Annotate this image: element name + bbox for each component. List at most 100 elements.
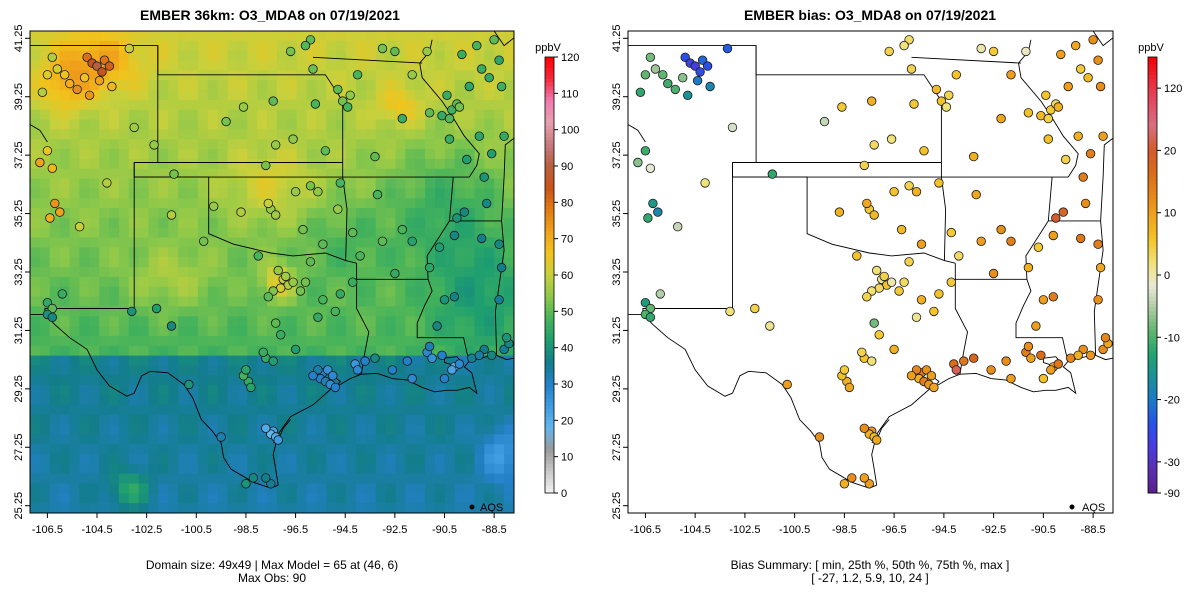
colorbar-swatch bbox=[545, 129, 554, 134]
model-grid-cell bbox=[168, 345, 179, 357]
model-grid-cell bbox=[316, 90, 327, 101]
model-grid-cell bbox=[395, 276, 406, 288]
model-grid-cell bbox=[425, 424, 436, 435]
model-grid-cell bbox=[385, 394, 397, 406]
colorbar-swatch bbox=[545, 413, 554, 418]
model-grid-cell bbox=[326, 149, 337, 160]
model-grid-cell bbox=[434, 168, 446, 180]
colorbar-swatch bbox=[545, 354, 554, 360]
model-grid-cell bbox=[474, 99, 485, 111]
model-grid-cell bbox=[434, 326, 446, 337]
colorbar-swatch bbox=[1148, 416, 1157, 421]
model-grid-cell bbox=[296, 473, 308, 485]
model-grid-cell bbox=[89, 158, 100, 170]
model-grid-cell bbox=[286, 119, 298, 130]
aqs-legend-label: AQS bbox=[1082, 502, 1105, 514]
model-grid-cell bbox=[227, 453, 239, 465]
model-grid-cell bbox=[158, 335, 169, 347]
model-grid-cell bbox=[138, 237, 150, 249]
model-grid-cell bbox=[385, 404, 397, 416]
model-grid-cell bbox=[454, 345, 466, 357]
model-grid-cell bbox=[247, 60, 258, 71]
model-grid-cell bbox=[118, 70, 130, 81]
colorbar-swatch bbox=[1148, 304, 1157, 309]
model-grid-cell bbox=[504, 31, 514, 42]
colorbar-swatch bbox=[545, 311, 554, 316]
model-grid-cell bbox=[395, 463, 406, 475]
model-grid-cell bbox=[346, 208, 357, 219]
model-grid-cell bbox=[257, 493, 268, 504]
model-grid-cell bbox=[59, 375, 71, 386]
colorbar-swatch bbox=[545, 423, 554, 429]
model-grid-cell bbox=[484, 326, 495, 337]
model-grid-cell bbox=[306, 119, 318, 130]
model-grid-cell bbox=[306, 109, 318, 121]
model-grid-cell bbox=[39, 267, 51, 278]
model-grid-cell bbox=[326, 394, 337, 406]
model-grid-cell bbox=[474, 109, 485, 121]
model-grid-cell bbox=[197, 109, 209, 121]
model-grid-cell bbox=[365, 355, 377, 367]
model-grid-cell bbox=[346, 375, 357, 386]
model-grid-cell bbox=[316, 40, 327, 52]
model-grid-cell bbox=[296, 306, 308, 317]
colorbar-swatch bbox=[545, 140, 554, 145]
model-grid-cell bbox=[148, 473, 160, 485]
model-grid-cell bbox=[39, 188, 51, 199]
model-grid-cell bbox=[484, 414, 495, 426]
model-grid-cell bbox=[207, 90, 219, 101]
state-boundary-line bbox=[732, 45, 1069, 178]
model-grid-cell bbox=[59, 355, 71, 367]
model-grid-cell bbox=[79, 345, 90, 357]
model-grid-cell bbox=[365, 109, 377, 121]
model-grid-cell bbox=[49, 208, 61, 219]
model-grid-cell bbox=[504, 276, 514, 288]
model-grid-cell bbox=[415, 178, 426, 189]
aqs-station-marker bbox=[839, 365, 850, 375]
colorbar-swatch bbox=[545, 463, 554, 469]
aqs-station-marker bbox=[645, 312, 656, 323]
model-grid-cell bbox=[405, 217, 416, 229]
model-grid-cell bbox=[138, 375, 150, 386]
model-grid-cell bbox=[454, 40, 466, 52]
model-grid-cell bbox=[49, 414, 61, 426]
state-boundary-line bbox=[1100, 137, 1113, 221]
longitude-tick-label: -92.5 bbox=[981, 524, 1006, 536]
colorbar-swatch bbox=[1148, 384, 1157, 389]
model-grid-cell bbox=[257, 129, 268, 140]
colorbar-swatch bbox=[1148, 57, 1157, 62]
model-grid-cell bbox=[365, 453, 377, 465]
latitude-tick-label: 31.25 bbox=[611, 317, 623, 345]
model-grid-cell bbox=[197, 375, 209, 386]
model-grid-cell bbox=[79, 149, 90, 160]
model-grid-cell bbox=[118, 129, 130, 140]
model-grid-cell bbox=[109, 375, 120, 386]
model-grid-cell bbox=[257, 267, 268, 278]
model-grid-cell bbox=[168, 503, 179, 513]
model-grid-cell bbox=[375, 149, 387, 160]
model-grid-cell bbox=[257, 168, 268, 180]
aqs-station-marker bbox=[266, 479, 276, 489]
model-grid-cell bbox=[30, 119, 41, 130]
model-grid-cell bbox=[79, 208, 90, 219]
model-grid-cell bbox=[336, 444, 347, 455]
model-grid-cell bbox=[247, 306, 258, 317]
model-grid-cell bbox=[395, 188, 406, 199]
model-grid-cell bbox=[109, 385, 120, 396]
model-grid-cell bbox=[444, 198, 456, 209]
longitude-tick-label: -102.5 bbox=[131, 524, 162, 536]
model-grid-cell bbox=[267, 129, 278, 140]
model-grid-cell bbox=[494, 129, 505, 140]
model-grid-cell bbox=[464, 267, 476, 278]
model-grid-cell bbox=[484, 178, 495, 189]
model-grid-cell bbox=[30, 434, 41, 445]
aqs-station-marker bbox=[904, 257, 914, 267]
model-grid-cell bbox=[69, 50, 80, 62]
model-grid-cell bbox=[286, 217, 298, 229]
model-grid-cell bbox=[207, 99, 219, 111]
aqs-station-marker bbox=[640, 146, 651, 156]
model-grid-cell bbox=[454, 316, 466, 327]
model-grid-cell bbox=[494, 99, 505, 111]
model-grid-cell bbox=[425, 217, 436, 229]
model-grid-cell bbox=[69, 158, 80, 170]
